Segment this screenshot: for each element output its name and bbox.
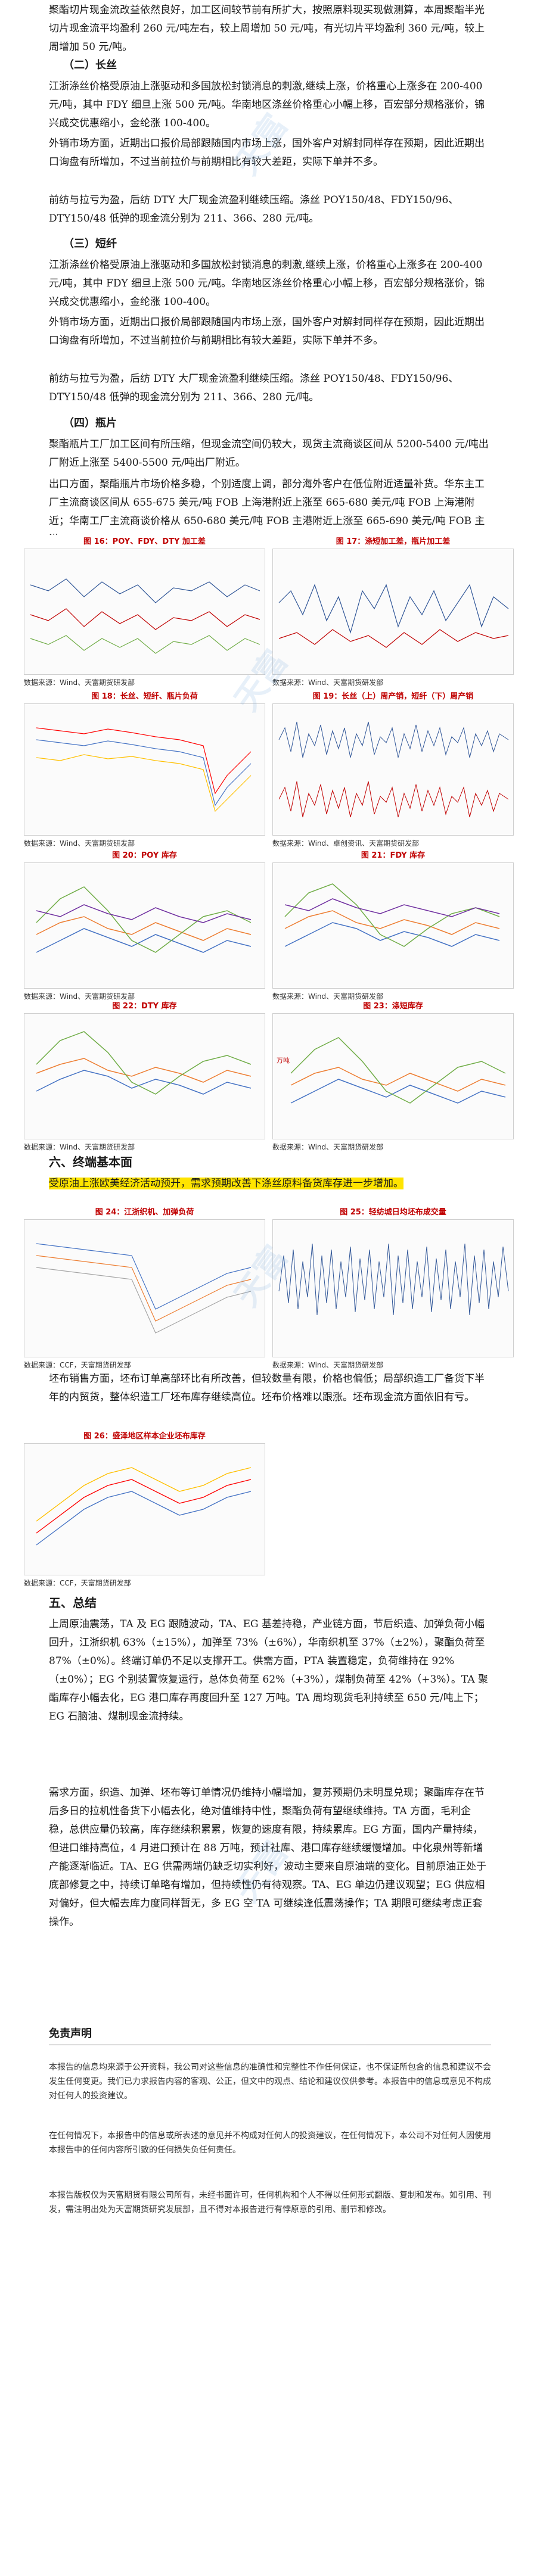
paragraph: 坯布销售方面，坯布订单高部环比有所改善，但较数量有限，价格也偏低；局部织造工厂备… [49, 1373, 485, 1403]
chart-source: 数据来源：Wind、天富期货研发部 [24, 839, 135, 848]
chart-title: 图 26：盛泽地区样本企业坯布库存 [83, 1432, 206, 1441]
chart-svg [36, 886, 252, 953]
chart-title: 图 16：POY、FDY、DTY 加工差 [83, 537, 206, 546]
chart-source: 数据来源：Wind、天富期货研发部 [272, 678, 384, 687]
chart-svg [36, 727, 252, 812]
chart-title: 图 21：FDY 库存 [361, 851, 426, 860]
chart-plot [24, 1443, 265, 1575]
chart-plot [272, 1219, 514, 1357]
chart-plot [24, 1013, 265, 1139]
chart-source: 数据来源：Wind、天富期货研发部 [272, 1361, 384, 1369]
chart-source: 数据来源：Wind、天富期货研发部 [24, 678, 135, 687]
chart-source: 数据来源：Wind、卓创资讯、天富期货研发部 [272, 839, 420, 848]
chart-23: 图 23：涤短库存 万吨 数据来源：Wind、天富期货研发部 [272, 999, 514, 1152]
chart-24: 图 24：江浙织机、加弹负荷 数据来源：CCF，天富期货研发部 [24, 1206, 265, 1370]
paragraph: 江浙涤丝价格受原油上涨驱动和多国放松封锁消息的刺激,继续上涨，价格重心上涨多在 … [49, 80, 485, 129]
chart-title: 图 23：涤短库存 [363, 1002, 423, 1011]
chart-svg [284, 883, 500, 947]
section-heading-pingpian: （四）瓶片 [63, 417, 117, 429]
chart-svg [290, 1037, 506, 1104]
paragraph: 聚酯切片现金流改益依然良好，加工区间较节前有所扩大，按照原料现买现做测算，本周聚… [49, 4, 485, 53]
paragraph: 外销市场方面，近期出口报价局部跟随国内市场上涨，国外客户对解封同样存在预期，因此… [49, 316, 485, 347]
disclaimer-paragraph: 本报告版权仅为天富期货有限公司所有，未经书面许可，任何机构和个人不得以任何形式翻… [49, 2191, 491, 2214]
disclaimer-title: 免责声明 [49, 2025, 491, 2045]
chart-plot [272, 549, 514, 675]
chart-title: 图 24：江浙织机、加弹负荷 [95, 1208, 194, 1217]
chart-21: 图 21：FDY 库存 数据来源：Wind、天富期货研发部 [272, 849, 514, 1001]
chart-svg [36, 1031, 252, 1095]
chart-plot [24, 549, 265, 675]
chart-plot [24, 862, 265, 989]
paragraph: 前纺与拉亏为盈，后纺 DTY 大厂现金流盈利继续压缩。涤丝 POY150/48、… [49, 194, 459, 225]
chart-25: 图 25：轻纺城日均坯布成交量 数据来源：Wind、天富期货研发部 [272, 1206, 514, 1370]
chart-17: 图 17：涤短加工差，瓶片加工差 数据来源：Wind、天富期货研发部 [272, 535, 514, 687]
chart-18: 图 18：长丝、短纤、瓶片负荷 数据来源：Wind、天富期货研发部 [24, 690, 265, 848]
disclaimer-paragraph: 在任何情况下，本报告中的信息或所表述的意见并不构成对任何人的投资建议，在任何情况… [49, 2131, 491, 2155]
chart-source: 数据来源：CCF，天富期货研发部 [24, 1579, 131, 1587]
chart-plot [24, 1219, 265, 1357]
section-heading-duanxian: （三）短纤 [63, 238, 117, 250]
chart-svg [36, 1467, 252, 1546]
paragraph: 前纺与拉亏为盈，后纺 DTY 大厂现金流盈利继续压缩。涤丝 POY150/48、… [49, 373, 459, 403]
disclaimer-paragraph: 本报告的信息均来源于公开资料，我公司对这些信息的准确性和完整性不作任何保证，也不… [49, 2063, 491, 2101]
chart-title: 图 22：DTY 库存 [112, 1002, 177, 1011]
chart-26: 图 26：盛泽地区样本企业坯布库存 数据来源：CCF，天富期货研发部 [24, 1429, 265, 1588]
chart-svg [30, 578, 260, 654]
chart-source: 数据来源：Wind、天富期货研发部 [24, 992, 135, 1001]
chart-source: 数据来源：Wind、天富期货研发部 [272, 1143, 384, 1151]
chart-title: 图 18：长丝、短纤、瓶片负荷 [91, 692, 198, 701]
paragraph: 受原油上涨欧美经济活动预开，需求预期改善下涤丝原料备货库存进一步增加。 [49, 1175, 491, 1193]
chart-svg [278, 1243, 509, 1316]
chart-plot [24, 703, 265, 836]
paragraph: 需求方面，织造、加弹、坯布等订单情况仍维持小幅增加，复苏预期仍未明显兑现；聚酯库… [49, 1787, 487, 1928]
chart-svg [278, 721, 509, 818]
chart-20: 图 20：POY 库存 数据来源：Wind、天富期货研发部 [24, 849, 265, 1001]
section-heading-terminal: 六、终端基本面 [49, 1155, 132, 1169]
section-heading-changsi: （二）长丝 [63, 59, 117, 71]
chart-16: 图 16：POY、FDY、DTY 加工差 数据来源：Wind、天富期货研发部 [24, 535, 265, 687]
unit-label: 万吨 [277, 1057, 290, 1064]
paragraph: 聚酯瓶片工厂加工区间有所压缩，但现金流空间仍较大，现货主流商谈区间从 5200-… [49, 438, 489, 469]
chart-plot: 万吨 [272, 1013, 514, 1139]
chart-svg [36, 1243, 252, 1334]
section-heading-summary: 五、总结 [49, 1596, 97, 1610]
chart-plot [272, 703, 514, 836]
chart-source: 数据来源：Wind、天富期货研发部 [272, 992, 384, 1001]
chart-22: 图 22：DTY 库存 数据来源：Wind、天富期货研发部 [24, 999, 265, 1152]
paragraph: 外销市场方面，近期出口报价局部跟随国内市场上涨，国外客户对解封同样存在预期，因此… [49, 138, 485, 168]
chart-title: 图 17：涤短加工差，瓶片加工差 [336, 537, 451, 546]
chart-source: 数据来源：Wind、天富期货研发部 [24, 1143, 135, 1151]
chart-19: 图 19：长丝（上）周产销，短纤（下）周产销 数据来源：Wind、卓创资讯、天富… [272, 690, 514, 848]
chart-source: 数据来源：CCF，天富期货研发部 [24, 1361, 131, 1369]
paragraph: 江浙涤丝价格受原油上涨驱动和多国放松封锁消息的刺激,继续上涨，价格重心上涨多在 … [49, 259, 485, 308]
chart-plot [272, 862, 514, 989]
chart-svg [278, 584, 509, 648]
chart-title: 图 25：轻纺城日均坯布成交量 [340, 1208, 446, 1217]
chart-title: 图 20：POY 库存 [112, 851, 177, 860]
paragraph: 上周原油震荡，TA 及 EG 跟随波动，TA、EG 基差持稳，产业链方面，节后织… [49, 1618, 489, 1722]
highlighted-text: 受原油上涨欧美经济活动预开，需求预期改善下涤丝原料备货库存进一步增加。 [49, 1178, 403, 1189]
chart-title: 图 19：长丝（上）周产销，短纤（下）周产销 [312, 692, 474, 701]
